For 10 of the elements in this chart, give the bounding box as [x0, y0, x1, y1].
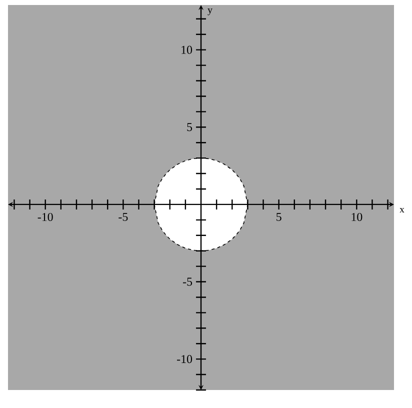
x-tick-label: -5	[118, 212, 128, 221]
y-axis-title: y	[208, 8, 212, 16]
x-tick-label: 5	[276, 212, 282, 221]
y-tick-label: -10	[177, 355, 192, 364]
x-axis-title: x	[400, 208, 404, 213]
y-tick-label: 5	[187, 123, 192, 132]
y-tick-label: -5	[182, 278, 192, 286]
x-tick-label: 10	[352, 212, 362, 222]
y-tick-label: 10	[182, 46, 192, 54]
x-tick-label: -10	[38, 212, 53, 222]
